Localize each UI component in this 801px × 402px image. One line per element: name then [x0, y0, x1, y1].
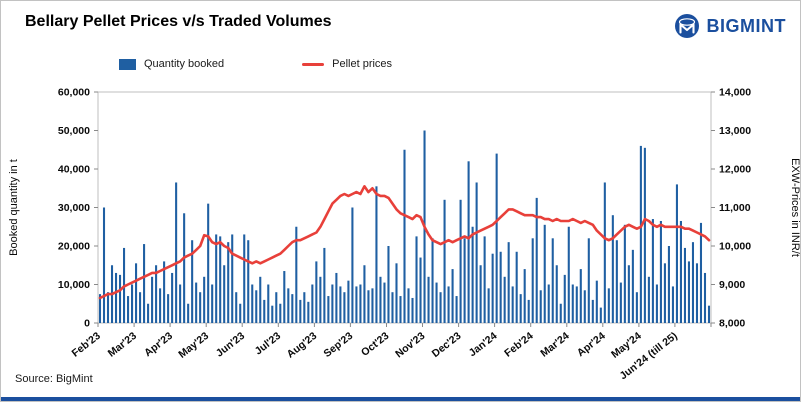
legend-item-prices: Pellet prices	[302, 58, 392, 70]
page-title: Bellary Pellet Prices v/s Traded Volumes	[25, 13, 332, 30]
svg-text:11,000: 11,000	[719, 202, 751, 214]
right-axis-title: EXW-Prices in INR/t	[789, 158, 801, 257]
svg-text:Nov'23: Nov'23	[393, 330, 427, 360]
svg-text:Dec'23: Dec'23	[430, 330, 464, 360]
legend-label-prices: Pellet prices	[332, 58, 393, 70]
svg-text:40,000: 40,000	[58, 164, 90, 176]
quantity-bars	[98, 130, 711, 324]
right-axis-ticks: 8,000 9,000 10,000 11,000 12,000 13,000 14,000	[711, 87, 751, 330]
svg-text:10,000: 10,000	[719, 241, 751, 253]
svg-text:Mar'23: Mar'23	[106, 330, 139, 360]
bigmint-logo: BIGMINT	[674, 13, 787, 39]
chart-svg: 0 10,000 20,000 30,000 40,000 50,000 60,000 8,0…	[8, 87, 801, 383]
svg-text:Oct'23: Oct'23	[359, 330, 391, 359]
svg-text:Jun'23: Jun'23	[214, 330, 247, 360]
svg-text:May'23: May'23	[176, 330, 211, 361]
brand-text: BIGMINT	[706, 15, 786, 36]
bigmint-globe-icon	[674, 13, 700, 39]
svg-text:14,000: 14,000	[719, 87, 751, 99]
svg-text:Apr'24: Apr'24	[575, 330, 608, 359]
svg-text:9,000: 9,000	[719, 279, 745, 291]
legend-label-quantity: Quantity booked	[144, 58, 225, 70]
svg-text:Feb'23: Feb'23	[70, 330, 103, 360]
svg-text:Jan'24: Jan'24	[467, 330, 500, 359]
source-note: Source: BigMint	[15, 373, 93, 385]
svg-text:13,000: 13,000	[719, 125, 751, 137]
x-axis-labels: Feb'23 Mar'23 Apr'23 May'23 Jun'23 Jul'23 Aug'…	[70, 323, 712, 382]
svg-text:0: 0	[84, 318, 90, 330]
header: Bellary Pellet Prices v/s Traded Volumes…	[1, 11, 800, 39]
svg-text:Feb'24: Feb'24	[502, 330, 535, 360]
svg-text:8,000: 8,000	[719, 318, 745, 330]
svg-text:Aug'23: Aug'23	[285, 330, 320, 361]
svg-text:Apr'23: Apr'23	[142, 330, 175, 359]
legend: Quantity booked Pellet prices	[119, 58, 392, 70]
svg-text:10,000: 10,000	[58, 279, 90, 291]
left-axis-title: Booked quantity in t	[8, 159, 20, 256]
legend-swatch-line	[302, 62, 325, 66]
svg-text:Mar'24: Mar'24	[538, 330, 571, 360]
svg-text:30,000: 30,000	[58, 202, 90, 214]
svg-text:Jul'23: Jul'23	[253, 330, 284, 358]
bottom-accent-bar	[1, 397, 800, 401]
svg-text:60,000: 60,000	[58, 87, 90, 99]
svg-text:Sep'23: Sep'23	[322, 330, 356, 360]
legend-swatch-bar	[119, 58, 136, 70]
svg-text:12,000: 12,000	[719, 164, 751, 176]
pellet-price-line	[98, 185, 711, 300]
svg-text:20,000: 20,000	[58, 241, 90, 253]
left-axis-ticks: 0 10,000 20,000 30,000 40,000 50,000 60,000	[58, 87, 98, 330]
svg-text:50,000: 50,000	[58, 125, 90, 137]
legend-item-quantity: Quantity booked	[119, 58, 224, 70]
